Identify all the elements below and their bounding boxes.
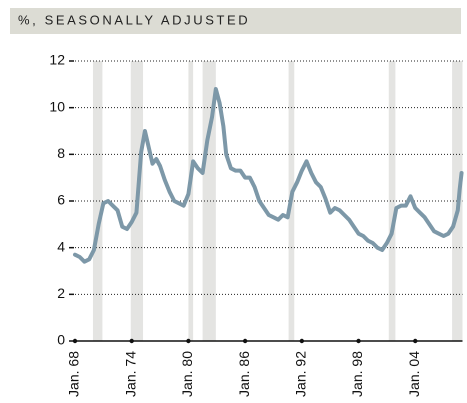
x-tick	[299, 338, 305, 344]
x-tick	[242, 338, 248, 344]
y-tick-label: 10	[49, 98, 65, 114]
x-tick-label: Jan. 74	[122, 351, 138, 397]
y-tick-label: 4	[57, 238, 65, 254]
x-tick-label: Jan. 98	[349, 351, 365, 397]
y-tick-label: 6	[57, 192, 65, 208]
x-tick	[72, 338, 78, 344]
x-tick-label: Jan. 80	[179, 351, 195, 397]
y-tick-label: 8	[57, 145, 65, 161]
data-line	[73, 87, 464, 264]
x-tick-label: Jan. 86	[236, 351, 252, 397]
recession-band	[388, 61, 396, 341]
x-tick	[413, 338, 418, 344]
x-tick-label: Jan. 68	[66, 351, 82, 397]
header-bar	[10, 8, 461, 34]
x-tick	[356, 338, 361, 344]
y-tick-label: 2	[57, 285, 65, 301]
x-tick-label: Jan. 04	[406, 351, 422, 397]
chart-title: %, SEASONALLY ADJUSTED	[18, 12, 250, 27]
y-tick-label: 0	[57, 332, 65, 348]
y-tick-label: 12	[49, 52, 65, 68]
x-tick	[129, 338, 134, 344]
x-tick	[186, 338, 191, 344]
recession-band	[188, 61, 194, 341]
recession-band	[202, 61, 216, 341]
x-tick-label: Jan. 92	[293, 351, 309, 397]
recession-band	[92, 61, 103, 341]
